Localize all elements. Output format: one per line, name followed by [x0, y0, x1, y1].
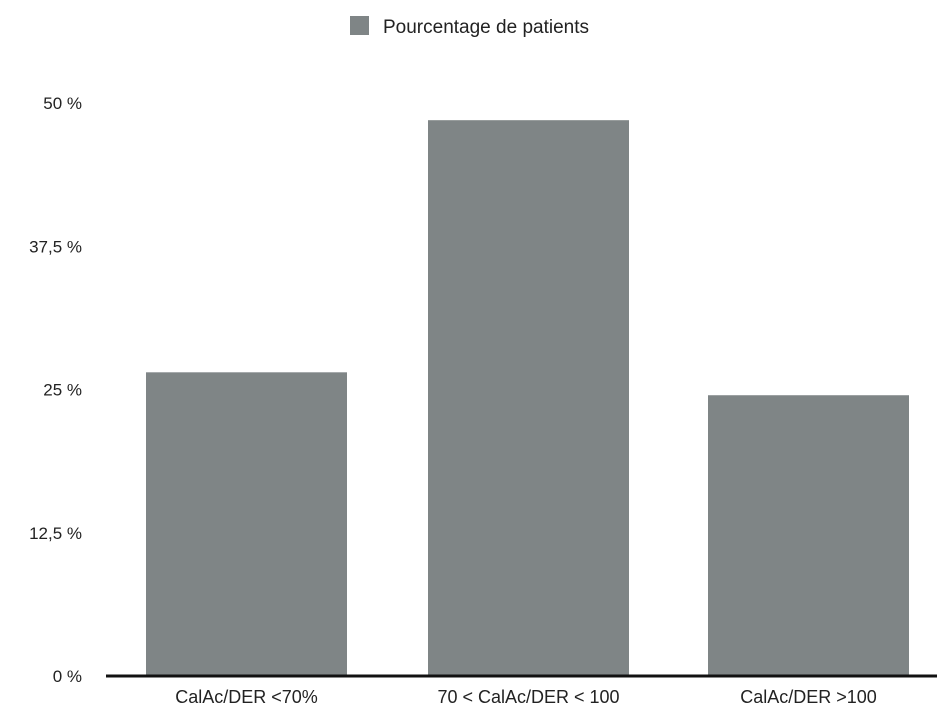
- legend: Pourcentage de patients: [350, 16, 589, 38]
- x-axis-labels: CalAc/DER <70% 70 < CalAc/DER < 100 CalAc/…: [175, 687, 877, 707]
- y-tick-label: 37,5 %: [29, 237, 82, 256]
- bar: [428, 120, 629, 676]
- x-category-label: 70 < CalAc/DER < 100: [437, 687, 619, 707]
- bars: [146, 120, 909, 676]
- x-category-label: CalAc/DER <70%: [175, 687, 318, 707]
- y-tick-label: 50 %: [43, 94, 82, 113]
- x-category-label: CalAc/DER >100: [740, 687, 877, 707]
- bar: [708, 395, 909, 676]
- y-axis-ticks: 0 % 12,5 % 25 % 37,5 % 50 %: [29, 94, 82, 686]
- legend-swatch: [350, 16, 369, 35]
- legend-label: Pourcentage de patients: [383, 17, 589, 38]
- y-tick-label: 0 %: [53, 667, 82, 686]
- bar: [146, 372, 347, 676]
- y-tick-label: 25 %: [43, 381, 82, 400]
- y-tick-label: 12,5 %: [29, 524, 82, 543]
